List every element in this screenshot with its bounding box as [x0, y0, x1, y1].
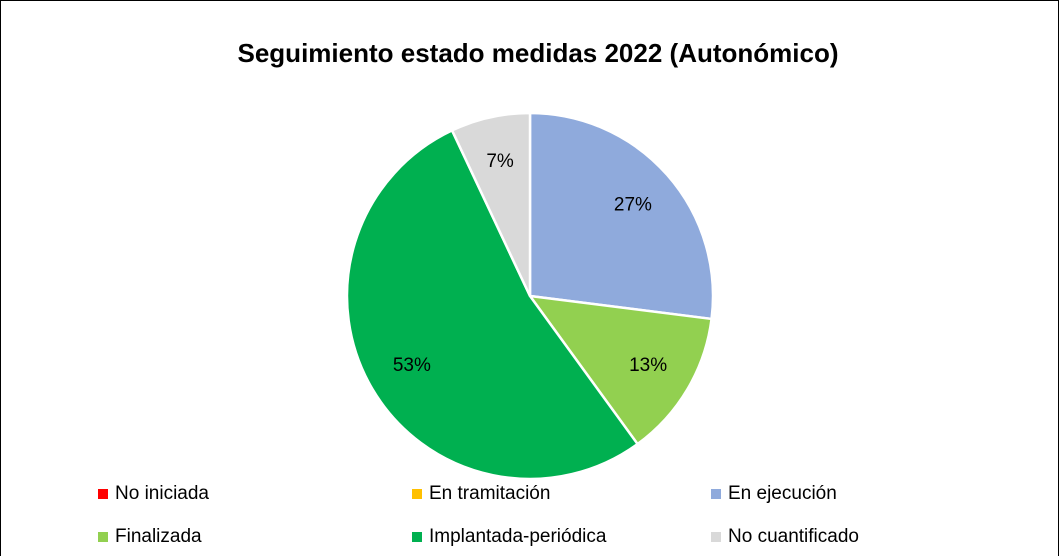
data-label: 7%	[486, 151, 514, 172]
legend-label: No iniciada	[115, 483, 209, 504]
legend-swatch	[98, 489, 108, 499]
data-label: 13%	[629, 355, 667, 376]
pie-slice	[528, 111, 715, 321]
data-label: 53%	[393, 355, 431, 376]
legend-swatch	[412, 489, 422, 499]
legend-label: En tramitación	[429, 483, 550, 504]
data-label: 27%	[614, 194, 652, 215]
legend-swatch	[711, 532, 721, 542]
chart-title: Seguimiento estado medidas 2022 (Autonóm…	[238, 38, 839, 68]
legend-swatch	[412, 532, 422, 542]
legend-label: En ejecución	[728, 483, 837, 504]
legend-label: Implantada-periódica	[429, 526, 607, 547]
legend-label: Finalizada	[115, 526, 202, 547]
pie-slice	[345, 128, 640, 481]
pie-slice	[450, 111, 532, 297]
legend-swatch	[711, 489, 721, 499]
pie-slice	[527, 294, 713, 446]
legend-swatch	[98, 532, 108, 542]
legend-label: No cuantificado	[728, 526, 859, 547]
